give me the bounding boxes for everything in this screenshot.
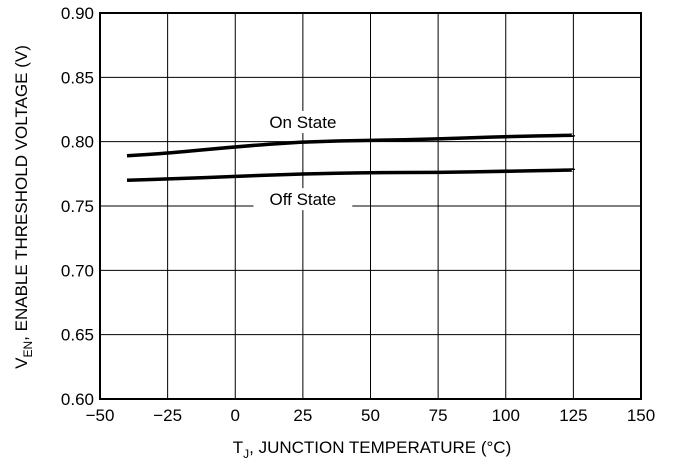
series-label-on-state: On State (269, 113, 336, 132)
x-tick-label: −50 (86, 406, 115, 425)
x-axis-title-rest: , JUNCTION TEMPERATURE (°C) (249, 438, 511, 457)
y-tick-label: 0.65 (61, 326, 94, 345)
y-tick-label: 0.70 (61, 261, 94, 280)
x-axis-title-main: T (233, 438, 243, 457)
x-tick-label: 150 (627, 406, 655, 425)
y-axis-title-sub: EN (21, 341, 35, 358)
x-tick-label: 25 (293, 406, 312, 425)
y-tick-label: 0.80 (61, 133, 94, 152)
series-line-off-state (126, 168, 576, 183)
x-tick-label: −25 (153, 406, 182, 425)
series-label-layer: On State Off State (253, 110, 353, 211)
y-tick-label: 0.75 (61, 197, 94, 216)
series-label-background (258, 110, 348, 133)
y-axis-title-main: V (12, 357, 31, 369)
x-tick-label: 125 (559, 406, 587, 425)
x-axis-title-sub: J (243, 447, 249, 461)
series-layer (126, 133, 576, 183)
y-tick-label: 0.85 (61, 68, 94, 87)
y-tick-labels: 0.60 0.65 0.70 0.75 0.80 0.85 0.90 (61, 4, 94, 409)
x-tick-labels: −50 −25 0 25 50 75 100 125 150 (86, 406, 656, 425)
x-tick-label: 50 (361, 406, 380, 425)
y-tick-label: 0.60 (61, 390, 94, 409)
y-tick-label: 0.90 (61, 4, 94, 23)
x-tick-label: 100 (492, 406, 520, 425)
x-tick-label: 75 (429, 406, 448, 425)
x-axis-title: TJ, JUNCTION TEMPERATURE (°C) (233, 438, 512, 461)
grid-layer (100, 13, 641, 399)
series-line-on-state (126, 133, 576, 158)
x-tick-label: 0 (231, 406, 240, 425)
plot-border (99, 12, 642, 400)
series-label-background (253, 188, 353, 211)
y-axis-title: VEN, ENABLE THRESHOLD VOLTAGE (V) (12, 45, 35, 369)
plot-frame (99, 12, 642, 400)
y-axis-title-rest: , ENABLE THRESHOLD VOLTAGE (V) (12, 45, 31, 341)
series-label-off-state: Off State (269, 190, 336, 209)
